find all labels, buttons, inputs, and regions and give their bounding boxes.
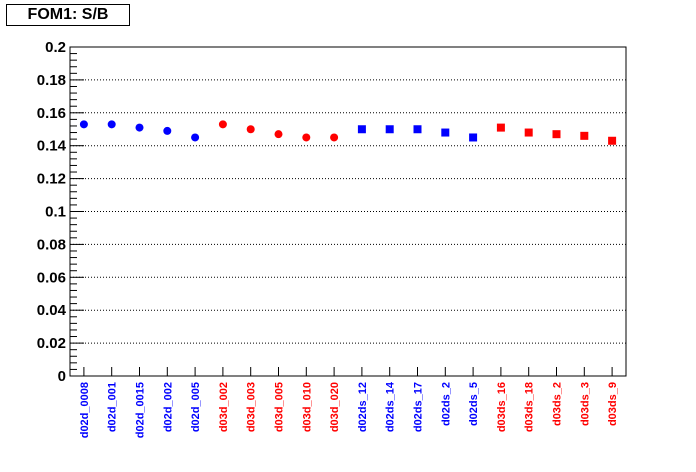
x-tick-label: d02d_0015 (135, 382, 147, 438)
x-tick-label: d03d_005 (274, 382, 286, 432)
x-tick-label: d03ds_18 (524, 382, 536, 432)
data-point (330, 133, 339, 142)
data-point (552, 130, 561, 139)
data-point (441, 128, 450, 137)
y-tick-label: 0.08 (37, 236, 66, 253)
x-tick-label: d02ds_14 (385, 381, 397, 432)
y-tick-label: 0.2 (45, 39, 66, 56)
data-point (79, 120, 88, 129)
data-point (246, 125, 255, 134)
y-tick-label: 0.18 (37, 72, 66, 89)
y-tick-label: 0.02 (37, 335, 66, 352)
y-tick-label: 0.12 (37, 171, 66, 188)
data-point (135, 123, 144, 132)
data-point (218, 120, 227, 129)
x-tick-label: d02ds_5 (468, 382, 480, 426)
x-tick-label: d03d_002 (218, 382, 230, 432)
plot-frame (69, 46, 627, 377)
x-tick-label: d02d_002 (162, 382, 174, 432)
data-point (496, 123, 505, 132)
x-axis: d02d_0008 d02d_001 d02d_0015 d02d_002 d02d_0… (79, 367, 619, 438)
data-point (413, 125, 422, 134)
data-point (191, 133, 200, 142)
grid-lines (70, 79, 626, 344)
x-tick-label: d03ds_9 (607, 382, 619, 426)
x-tick-label: d03d_020 (329, 382, 341, 432)
y-tick-label: 0.06 (37, 269, 66, 286)
x-tick-label: d03ds_2 (552, 382, 564, 426)
x-tick-label: d03ds_16 (496, 382, 508, 432)
y-tick-label: 0.16 (37, 105, 66, 122)
x-tick-label: d02d_005 (190, 382, 202, 432)
x-tick-label: d02d_001 (107, 382, 119, 432)
y-tick-label: 0.14 (37, 138, 67, 155)
x-tick-label: d03d_010 (301, 382, 313, 432)
data-point (302, 133, 311, 142)
data-point (580, 131, 589, 140)
y-tick-label: 0 (58, 368, 66, 385)
x-tick-label: d02d_0008 (79, 382, 91, 438)
y-axis: 0 0.02 0.04 0.06 0.08 0.1 0.12 0.14 0.16 0.18 0.2 (37, 39, 84, 385)
y-tick-label: 0.1 (45, 204, 66, 221)
data-point (469, 133, 478, 142)
data-points (79, 120, 617, 145)
chart-title: FOM1: S/B (6, 4, 130, 26)
data-point (163, 126, 172, 135)
x-tick-label: d03d_003 (246, 382, 258, 432)
data-point (385, 125, 394, 134)
data-point (274, 130, 283, 139)
data-point (608, 136, 617, 145)
data-point (107, 120, 116, 129)
x-tick-label: d02ds_2 (440, 382, 452, 426)
y-tick-label: 0.04 (37, 302, 67, 319)
x-tick-label: d02ds_17 (413, 382, 425, 432)
data-point (524, 128, 533, 137)
x-tick-label: d02ds_12 (357, 382, 369, 432)
x-tick-label: d03ds_3 (579, 382, 591, 426)
data-point (357, 125, 366, 134)
